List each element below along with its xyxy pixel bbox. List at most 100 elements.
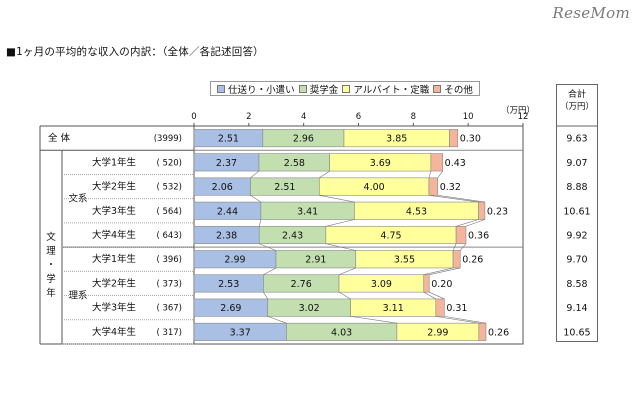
bar-value-label-shogakukin: 2.96 bbox=[293, 134, 314, 145]
bar-value-label-sonota: 0.36 bbox=[468, 231, 489, 242]
row-label: 大学3年生 bbox=[92, 302, 137, 314]
row-label: 大学2年生 bbox=[92, 277, 137, 289]
row-sample-size: ( 373) bbox=[156, 279, 182, 289]
series-connector-line bbox=[338, 267, 356, 276]
bar-value-label-arbeit: 3.09 bbox=[371, 279, 392, 290]
bar-value-label-arbeit: 4.53 bbox=[406, 206, 427, 217]
bar-value-label-shiokuri: 2.38 bbox=[216, 231, 237, 242]
legend-label-sonota: その他 bbox=[444, 84, 473, 96]
series-connector-line bbox=[319, 170, 330, 179]
bar-segment-sonota bbox=[430, 153, 443, 172]
legend-swatch-arbeit bbox=[342, 84, 351, 93]
series-connector-line bbox=[258, 219, 262, 227]
bar-segment-sonota bbox=[478, 201, 486, 220]
bar-segment-sonota bbox=[428, 177, 439, 196]
bar-segment-sonota bbox=[435, 298, 445, 317]
row-total-value: 10.61 bbox=[563, 206, 590, 217]
series-connector-line bbox=[423, 267, 454, 276]
row-sample-size: ( 532) bbox=[156, 183, 182, 193]
row-label: 大学4年生 bbox=[92, 326, 137, 338]
row-sample-size: (3999) bbox=[154, 134, 182, 144]
x-tick-label: 2 bbox=[246, 112, 251, 122]
row-total-value: 9.07 bbox=[566, 158, 587, 169]
x-tick-label: 8 bbox=[411, 112, 416, 122]
bar-segment-sonota bbox=[449, 129, 459, 148]
bar-value-label-shogakukin: 2.58 bbox=[284, 158, 305, 169]
bar-value-label-arbeit: 3.11 bbox=[383, 303, 404, 314]
series-connector-line bbox=[429, 291, 445, 300]
row-label: 大学2年生 bbox=[92, 181, 137, 193]
row-label: 全 体 bbox=[48, 132, 71, 144]
total-header-unit: （万円） bbox=[560, 101, 594, 112]
series-connector-line bbox=[263, 292, 269, 300]
row-label: 大学4年生 bbox=[92, 229, 137, 241]
row-sample-size: ( 564) bbox=[156, 207, 182, 217]
row-label: 大学3年生 bbox=[92, 205, 137, 217]
legend-swatch-shogakukin bbox=[298, 84, 307, 93]
x-tick-label: 4 bbox=[301, 112, 306, 122]
series-connector-line bbox=[428, 194, 479, 203]
group-label-bunri-gakunen: 学 bbox=[46, 273, 56, 285]
legend-item-sonota: その他 bbox=[433, 82, 473, 96]
series-connector-line bbox=[325, 243, 356, 251]
bar-value-label-sonota: 0.32 bbox=[440, 182, 461, 193]
total-header: 合計 bbox=[568, 88, 586, 100]
series-connector-line bbox=[338, 291, 351, 300]
legend-label-shiokuri: 仕送り・小遣い bbox=[228, 84, 295, 96]
series-connector-line bbox=[263, 267, 277, 275]
series-connector-line bbox=[423, 291, 436, 300]
series-connector-line bbox=[250, 195, 262, 203]
legend-label-arbeit: アルバイト・定職 bbox=[353, 84, 430, 96]
group-label-bunri-gakunen: 年 bbox=[46, 287, 56, 299]
bar-value-label-shogakukin: 2.91 bbox=[305, 255, 326, 266]
resemom-logo: ReseMom bbox=[552, 4, 630, 22]
chart-title: ■1ヶ月の平均的な収入の内訳：（全体／各記述回答） bbox=[6, 46, 264, 58]
bar-value-label-arbeit: 4.00 bbox=[364, 182, 385, 193]
series-connector-line bbox=[444, 316, 487, 324]
group-label-bunri-gakunen: 文 bbox=[46, 231, 56, 243]
series-connector-line bbox=[350, 316, 397, 324]
bar-value-label-shiokuri: 2.44 bbox=[217, 206, 238, 217]
group-label-bunri-gakunen: ・ bbox=[46, 260, 56, 271]
bar-value-label-shogakukin: 4.03 bbox=[331, 327, 352, 338]
bar-value-label-shogakukin: 2.76 bbox=[291, 279, 312, 290]
series-connector-line bbox=[259, 243, 277, 251]
series-connector-line bbox=[325, 219, 355, 227]
bar-value-label-arbeit: 2.99 bbox=[427, 327, 448, 338]
x-unit-label: （万円） bbox=[501, 105, 535, 116]
series-connector-line bbox=[428, 170, 432, 178]
row-sample-size: ( 367) bbox=[156, 304, 182, 314]
bar-value-label-shiokuri: 3.37 bbox=[230, 327, 251, 338]
legend-item-shogakukin: 奨学金 bbox=[298, 82, 338, 96]
series-connector-line bbox=[437, 170, 443, 179]
legend-item-arbeit: アルバイト・定職 bbox=[342, 82, 429, 96]
series-connector-line bbox=[452, 243, 457, 251]
row-total-value: 8.58 bbox=[566, 279, 587, 290]
bar-segment-sonota bbox=[423, 274, 430, 293]
x-tick-label: 6 bbox=[356, 112, 361, 122]
x-tick-label: 0 bbox=[191, 112, 196, 122]
group-label-bunri-gakunen: 理 bbox=[46, 246, 56, 257]
row-label: 大学1年生 bbox=[92, 156, 137, 168]
bar-value-label-shiokuri: 2.53 bbox=[218, 279, 239, 290]
row-total-value: 8.88 bbox=[566, 182, 587, 193]
row-total-value: 10.65 bbox=[563, 327, 590, 338]
bar-value-label-sonota: 0.26 bbox=[462, 255, 483, 266]
x-tick-label: 12 bbox=[518, 112, 529, 122]
bar-value-label-sonota: 0.43 bbox=[445, 158, 466, 169]
legend-swatch-sonota bbox=[433, 84, 442, 93]
bar-value-label-sonota: 0.31 bbox=[446, 303, 467, 314]
row-total-value: 9.92 bbox=[566, 231, 587, 242]
row-total-value: 9.14 bbox=[566, 303, 587, 314]
row-sample-size: ( 396) bbox=[156, 255, 182, 265]
row-sample-size: ( 317) bbox=[156, 328, 182, 338]
row-label: 大学1年生 bbox=[92, 253, 137, 265]
bar-segment-sonota bbox=[478, 322, 487, 341]
series-connector-line bbox=[465, 219, 485, 227]
series-connector-line bbox=[459, 243, 467, 251]
row-sample-size: ( 643) bbox=[156, 231, 182, 241]
bar-value-label-shiokuri: 2.37 bbox=[216, 158, 237, 169]
series-connector-line bbox=[429, 267, 461, 276]
bar-value-label-shiokuri: 2.51 bbox=[218, 134, 239, 145]
